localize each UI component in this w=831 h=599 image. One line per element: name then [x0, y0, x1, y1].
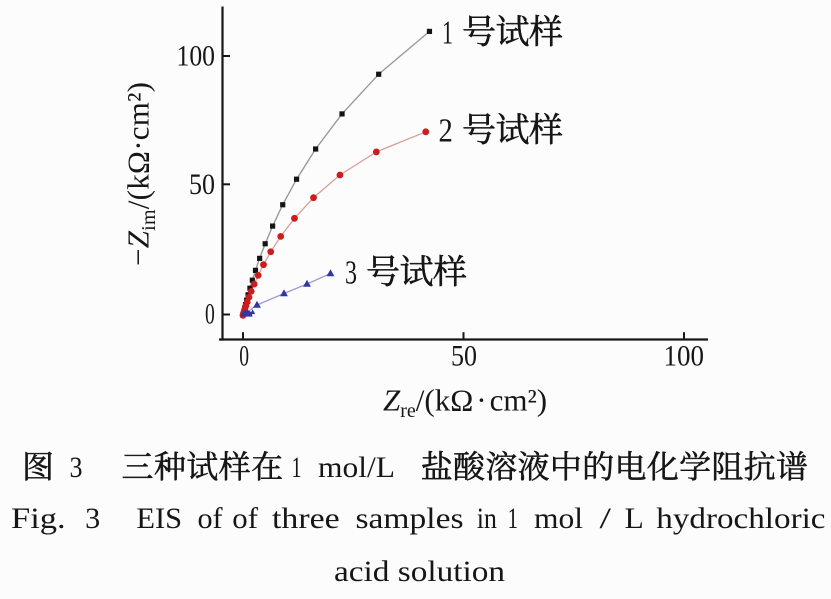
svg-text:Zre/(kΩ·cm²): Zre/(kΩ·cm²) — [383, 383, 547, 423]
svg-text:1: 1 — [292, 451, 302, 484]
svg-text:−Zim/(kΩ·cm²): −Zim/(kΩ·cm²) — [121, 82, 161, 266]
svg-text:in: in — [477, 502, 497, 535]
svg-text:L: L — [625, 502, 644, 535]
svg-text:3: 3 — [85, 502, 100, 535]
svg-text:of: of — [232, 502, 258, 535]
svg-text:Fig.: Fig. — [11, 502, 66, 535]
svg-text:100: 100 — [177, 40, 216, 73]
svg-text:three: three — [272, 502, 340, 535]
svg-text:50: 50 — [451, 339, 477, 372]
svg-text:0: 0 — [205, 297, 215, 330]
svg-text:1: 1 — [508, 502, 519, 535]
svg-text:mol: mol — [534, 502, 583, 535]
svg-text:0: 0 — [239, 339, 249, 372]
svg-text:50: 50 — [189, 168, 215, 201]
svg-text:samples: samples — [356, 502, 464, 535]
svg-text:EIS: EIS — [136, 502, 182, 535]
svg-text:mol/L: mol/L — [318, 451, 395, 484]
svg-text:100: 100 — [664, 339, 705, 372]
svg-text:3: 3 — [70, 451, 83, 484]
svg-text:hydrochloric: hydrochloric — [656, 502, 825, 535]
svg-text:/: / — [600, 502, 612, 535]
svg-text:of: of — [198, 502, 223, 535]
svg-text:acid solution: acid solution — [334, 555, 505, 588]
svg-text:3: 3 — [345, 255, 357, 292]
svg-text:1: 1 — [442, 15, 453, 52]
svg-text:2: 2 — [439, 113, 453, 150]
